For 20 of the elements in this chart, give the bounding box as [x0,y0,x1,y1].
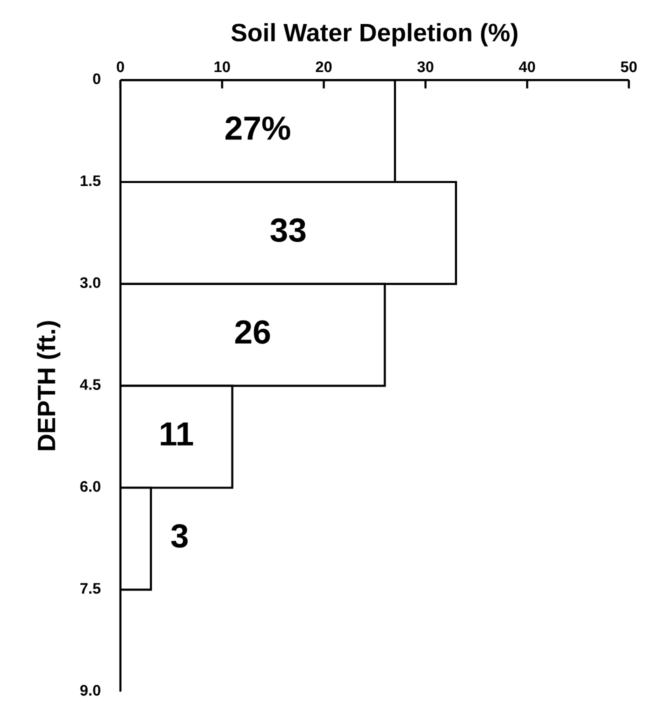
y-axis-title: DEPTH (ft.) [36,321,60,450]
y-tick-label: 7.5 [80,583,101,594]
x-tick-label: 10 [214,61,230,72]
x-tick-label: 0 [116,61,124,72]
y-tick-label: 9.0 [80,684,100,696]
data-label: 11 [160,422,194,446]
x-tick-label: 30 [417,61,434,72]
y-tick-label: 4.5 [80,379,101,390]
chart-title: Soil Water Depletion (%) [231,23,518,46]
x-tick-label: 50 [620,61,637,72]
x-tick-label: 40 [518,61,536,72]
data-label: 26 [235,320,270,344]
y-tick-label: 0 [93,73,100,84]
data-label: 3 [171,524,188,548]
y-tick-label: 1.5 [80,175,101,186]
y-tick-label: 6.0 [80,481,100,492]
data-label: 33 [270,218,306,242]
data-label: 27% [226,116,290,140]
y-tick-label: 3.0 [80,277,100,288]
x-tick-label: 20 [316,61,332,72]
